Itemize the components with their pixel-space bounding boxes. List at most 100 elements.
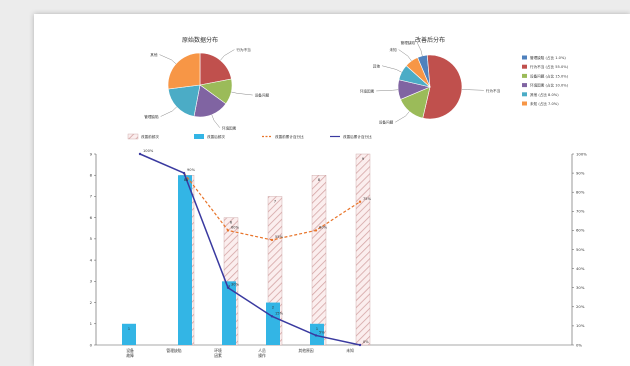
y-right-tick-label-2: 20% bbox=[576, 304, 585, 309]
pie-legend-swatch-0 bbox=[522, 55, 527, 60]
y-left-tick-label-6: 6 bbox=[90, 215, 93, 220]
left-slice-label-0: 行为不当 bbox=[236, 47, 251, 52]
series-2-point-2 bbox=[226, 229, 230, 232]
right-leader-0 bbox=[416, 42, 423, 56]
series-line-3 bbox=[139, 153, 361, 346]
before-bar-label-4: 8 bbox=[318, 177, 321, 182]
right-slice-label-4: 其他 bbox=[373, 63, 381, 68]
y-left-tick-label-2: 2 bbox=[90, 300, 93, 305]
before-bar-label-5: 9 bbox=[362, 156, 365, 161]
y-left-tick-label-8: 8 bbox=[90, 173, 93, 178]
after-bar-0 bbox=[122, 323, 136, 345]
right-leader-2 bbox=[395, 111, 410, 123]
series-3-point-0 bbox=[138, 152, 142, 156]
combo-legend-label-1: 改善后频次 bbox=[207, 134, 225, 139]
before-bar-5 bbox=[355, 153, 371, 346]
series-3-point-label-1: 90% bbox=[187, 168, 196, 172]
x-tick-label-5-0: 未知 bbox=[346, 348, 354, 353]
right-slice-1 bbox=[422, 54, 463, 120]
series-3-point-label-4: 5% bbox=[319, 330, 325, 334]
left-slice-label-1: 设备问题 bbox=[255, 93, 270, 98]
series-3-point-label-3: 15% bbox=[275, 311, 284, 315]
pie-legend-label-3: 环境因素 (占比 10.0%) bbox=[530, 83, 569, 88]
y-right-tick-label-10: 100% bbox=[576, 151, 587, 156]
left-slice-3 bbox=[167, 84, 201, 117]
series-2-point-5 bbox=[358, 200, 362, 203]
pareto-chart: 01234567890%10%20%30%40%50%60%70%80%90%1… bbox=[90, 149, 588, 358]
right-slice-label-2: 设备问题 bbox=[379, 120, 394, 125]
series-2-point-label-2: 60% bbox=[231, 225, 240, 229]
pie-legend-label-2: 设备问题 (占比 15.0%) bbox=[530, 73, 569, 78]
y-left-tick-label-4: 4 bbox=[90, 257, 93, 262]
series-3-point-label-5: 0% bbox=[363, 340, 369, 344]
combo-legend-label-2: 改善前累计百分比 bbox=[275, 134, 304, 139]
series-3-point-label-2: 30% bbox=[231, 283, 240, 287]
y-right-tick-label-5: 50% bbox=[576, 247, 585, 252]
left-slice-0 bbox=[199, 52, 232, 86]
pie-legend-swatch-3 bbox=[522, 83, 527, 88]
before-bar-4 bbox=[311, 175, 327, 346]
right-pie-title: 改善后分布 bbox=[415, 36, 445, 44]
after-bar-3 bbox=[266, 302, 280, 345]
x-tick-label-4-0: 其他原因 bbox=[298, 348, 313, 353]
right-leader-5 bbox=[398, 49, 412, 62]
series-3-point-3 bbox=[270, 315, 274, 318]
y-left-tick-label-9: 9 bbox=[90, 151, 93, 156]
after-bar-label-2: 3 bbox=[228, 283, 231, 288]
left-pie-title: 原始数据分布 bbox=[182, 36, 218, 44]
x-tick-label-0-1: 故障 bbox=[126, 353, 134, 358]
pie-legend-label-0: 管理缺陷 (占比 1.0%) bbox=[530, 55, 566, 60]
combo-legend-swatch-0 bbox=[127, 133, 139, 140]
after-bar-label-0: 1 bbox=[128, 326, 131, 331]
left-leader-0 bbox=[220, 49, 235, 61]
y-right-tick-label-3: 30% bbox=[576, 285, 585, 290]
y-left-tick-label-7: 7 bbox=[90, 194, 93, 199]
series-2-point-3 bbox=[270, 238, 274, 242]
series-2-point-4 bbox=[314, 229, 318, 232]
combo-legend-label-0: 改善前频次 bbox=[141, 134, 159, 139]
x-tick-label-2-0: 环境 bbox=[214, 348, 222, 353]
x-tick-label-1-0: 管理缺陷 bbox=[166, 348, 181, 353]
left-slice-label-2: 环境因素 bbox=[222, 125, 237, 130]
y-left-tick-label-5: 5 bbox=[90, 236, 93, 241]
pie-legend-swatch-5 bbox=[522, 101, 527, 106]
y-right-tick-label-9: 90% bbox=[576, 170, 585, 175]
pie-legend-swatch-1 bbox=[522, 64, 527, 69]
series-3-point-4 bbox=[314, 334, 318, 337]
series-3-point-label-0: 100% bbox=[143, 149, 154, 153]
y-right-tick-label-7: 70% bbox=[576, 209, 585, 214]
right-leader-1 bbox=[461, 89, 484, 91]
left-slice-label-4: 其他 bbox=[150, 52, 158, 57]
before-bar-label-1: 8 bbox=[186, 177, 189, 182]
y-right-tick-label-8: 80% bbox=[576, 190, 585, 195]
after-bar-4 bbox=[310, 323, 324, 345]
series-2-point-label-3: 55% bbox=[275, 235, 284, 239]
y-left-tick-label-1: 1 bbox=[90, 321, 93, 326]
series-3-point-1 bbox=[182, 171, 186, 175]
right-slice-label-3: 环境因素 bbox=[360, 88, 375, 93]
before-bar-label-2: 6 bbox=[230, 220, 233, 225]
pie-legend-label-4: 其他 (占比 8.0%) bbox=[530, 92, 559, 97]
right-leader-3 bbox=[376, 89, 399, 92]
left-slice-4 bbox=[167, 52, 201, 90]
before-bar-label-3: 7 bbox=[274, 198, 277, 203]
right-leader-4 bbox=[382, 65, 402, 73]
left-leader-1 bbox=[231, 91, 253, 96]
left-leader-3 bbox=[160, 106, 177, 117]
x-tick-label-2-1: 因素 bbox=[214, 353, 222, 358]
combo-legend-swatch-1 bbox=[194, 134, 204, 139]
combo-legend: 改善前频次 改善后频次 改善前累计百分比 改善后累计百分比 bbox=[127, 133, 372, 140]
series-2-point-label-5: 75% bbox=[363, 197, 372, 201]
x-tick-label-3-0: 人员 bbox=[258, 348, 266, 353]
y-right-tick-label-0: 0% bbox=[576, 342, 582, 347]
y-right-tick-label-4: 40% bbox=[576, 266, 585, 271]
after-bar-label-4: 1 bbox=[316, 326, 319, 331]
pie-legend-label-5: 未知 (占比 7.0%) bbox=[530, 101, 559, 106]
after-bar-label-1: 8 bbox=[184, 177, 187, 182]
pie-legend-label-1: 行为不当 (占比 55.0%) bbox=[530, 64, 569, 69]
y-left-tick-label-0: 0 bbox=[90, 342, 93, 347]
pie-legend-swatch-4 bbox=[522, 92, 527, 97]
